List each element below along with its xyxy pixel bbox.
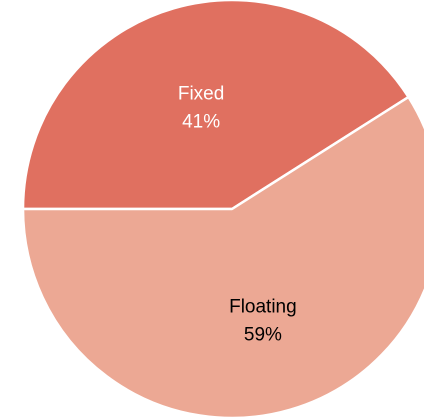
- pie-slices: [21, 0, 424, 418]
- slice-value-fixed: 41%: [182, 112, 220, 133]
- slice-label-floating: Floating 59%: [229, 296, 297, 345]
- pie-slice-floating: [21, 95, 424, 418]
- slice-value-floating: 59%: [244, 324, 282, 345]
- slice-label-fixed: Fixed 41%: [178, 84, 224, 133]
- pie-labels: Fixed 41% Floating 59%: [178, 84, 297, 346]
- slice-name-floating: Floating: [229, 296, 297, 317]
- slice-name-fixed: Fixed: [178, 84, 224, 105]
